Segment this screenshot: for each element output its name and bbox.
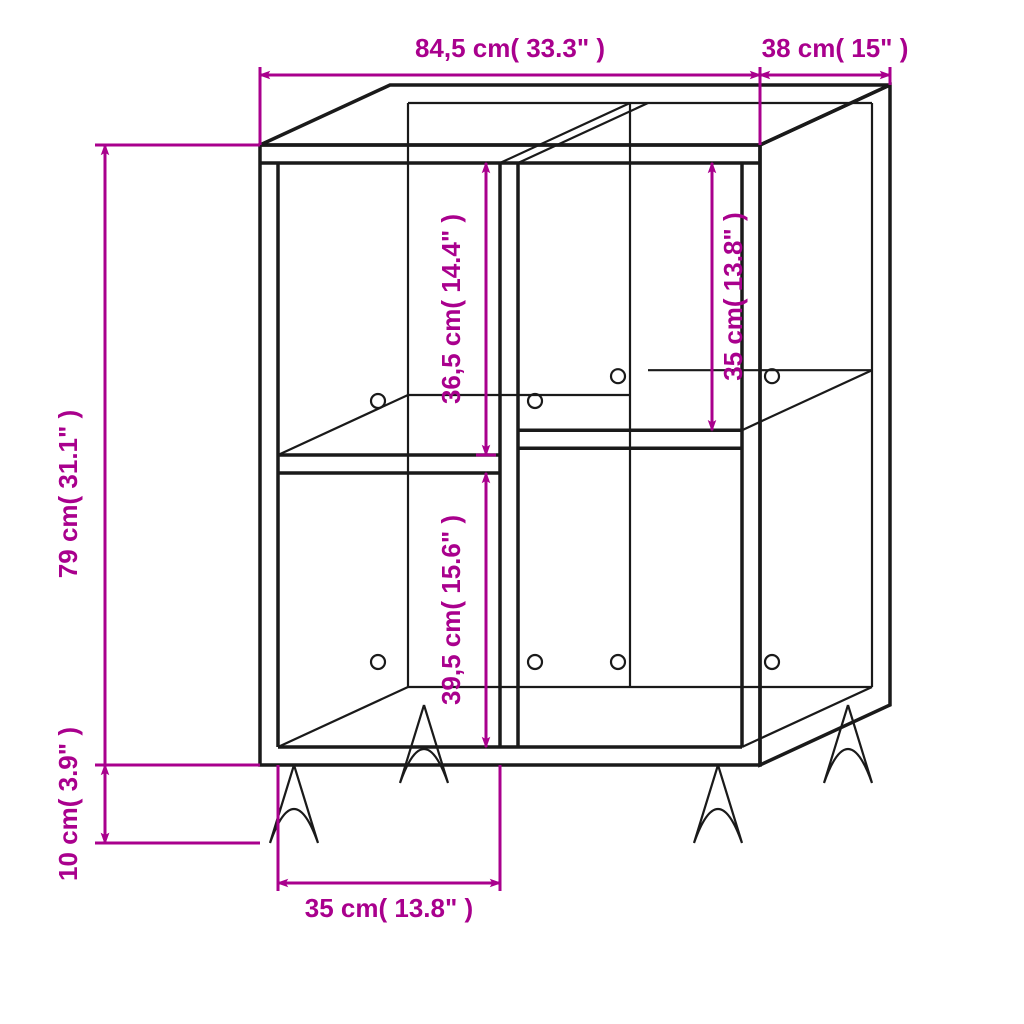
cabinet-drawing bbox=[260, 85, 890, 843]
dimension-label: 35 cm( 13.8" ) bbox=[305, 893, 473, 923]
dimension-label: 10 cm( 3.9" ) bbox=[53, 727, 83, 881]
dimension-label: 36,5 cm( 14.4" ) bbox=[436, 214, 466, 404]
dimension-label: 35 cm( 13.8" ) bbox=[718, 212, 748, 380]
dimension-label: 84,5 cm( 33.3" ) bbox=[415, 33, 605, 63]
dimension-label: 38 cm( 15" ) bbox=[762, 33, 909, 63]
dimension-label: 79 cm( 31.1" ) bbox=[53, 410, 83, 578]
dimension-label: 39,5 cm( 15.6" ) bbox=[436, 515, 466, 705]
